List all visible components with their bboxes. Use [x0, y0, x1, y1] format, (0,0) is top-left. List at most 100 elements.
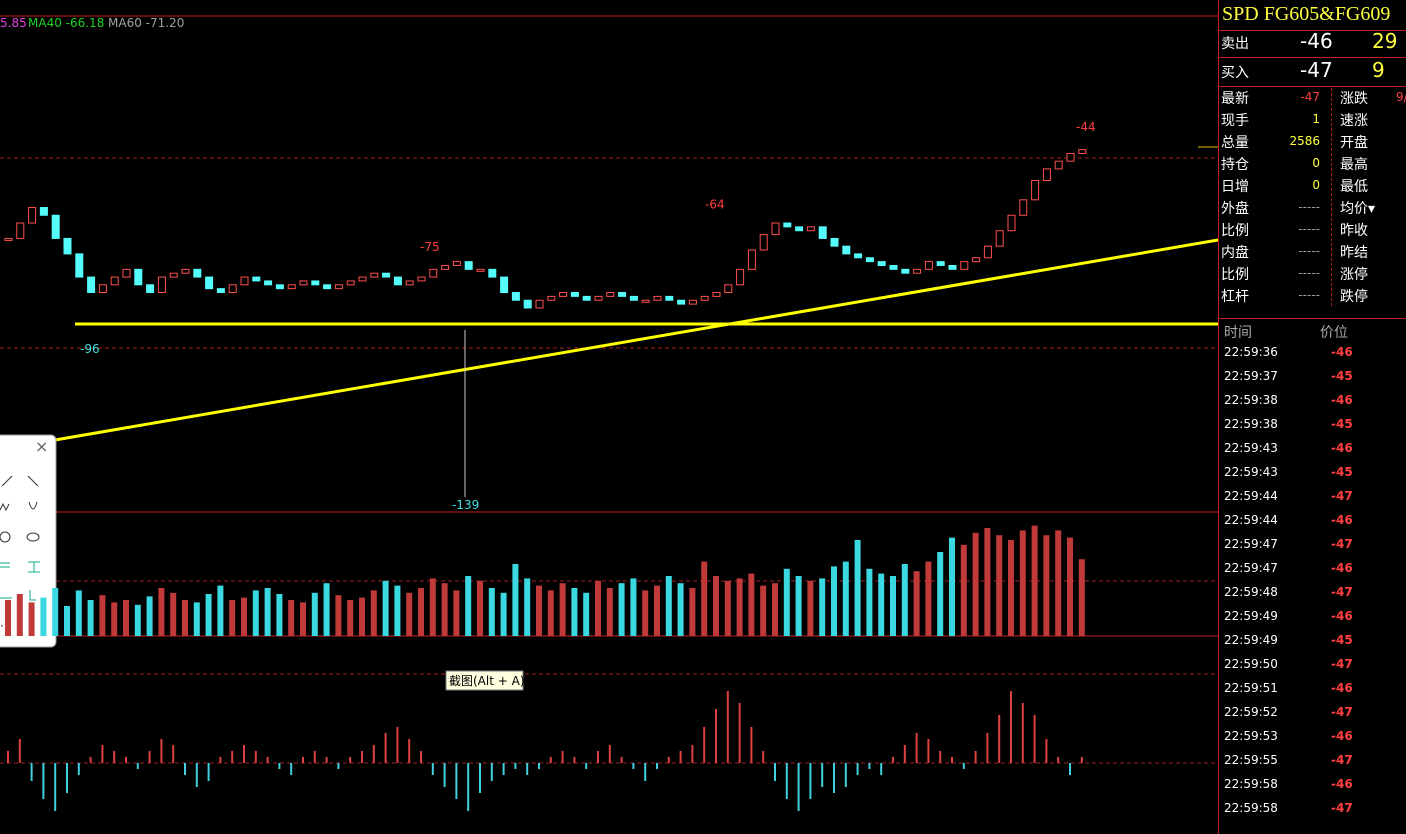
volume-bar: [229, 600, 236, 636]
candle: [98, 284, 107, 294]
tick-time: 22:59:37: [1224, 369, 1278, 383]
candle: [677, 299, 686, 305]
candle: [75, 253, 84, 278]
candle: [51, 214, 60, 239]
candle: [488, 268, 497, 278]
macd-bar: [243, 745, 245, 763]
tick-time: 22:59:48: [1224, 585, 1278, 599]
field-label: 杠杆: [1221, 289, 1249, 305]
candle: [382, 272, 391, 278]
field-value: -----: [1298, 288, 1320, 302]
volume-bar: [795, 576, 802, 636]
macd-bar: [703, 727, 706, 763]
volume-bar: [170, 592, 177, 636]
field-label: 速涨: [1340, 113, 1368, 129]
volume-bar: [28, 602, 35, 636]
candle: [842, 245, 851, 255]
macd-bar: [420, 751, 422, 763]
volume-bar: [323, 583, 330, 636]
macd-bar: [42, 763, 45, 799]
tick-time: 22:59:52: [1224, 705, 1278, 719]
tick-price: -45: [1331, 369, 1353, 383]
field-label: 跌停: [1340, 289, 1368, 305]
candle: [464, 261, 473, 270]
tick-price: -47: [1331, 801, 1353, 815]
field-label: 开盘: [1340, 135, 1368, 151]
macd-bar: [1069, 763, 1071, 775]
volume-bar: [477, 580, 483, 636]
volume-bar: [1043, 535, 1050, 636]
volume-bar: [925, 561, 932, 636]
candle: [724, 284, 733, 294]
macd-bar: [372, 745, 375, 763]
volume-bar: [359, 597, 365, 636]
volume-bar: [1078, 559, 1085, 636]
field-label: 最低: [1340, 179, 1368, 195]
candle: [1031, 179, 1040, 201]
macd-bar: [66, 763, 68, 793]
macd-bar: [1010, 691, 1012, 763]
volume-bar: [500, 592, 507, 636]
macd-bar: [290, 763, 293, 775]
volume-bar: [559, 583, 566, 636]
macd-bar: [903, 745, 906, 763]
candle: [795, 226, 804, 232]
macd-bar: [101, 745, 104, 763]
candle: [783, 222, 792, 228]
close-icon[interactable]: ×: [35, 437, 48, 456]
macd-bar: [113, 751, 116, 763]
field-value: 2586: [1289, 134, 1320, 148]
candle: [275, 284, 284, 290]
volume-bar: [783, 568, 790, 636]
volume-bar: [40, 597, 47, 636]
volume-bar: [418, 588, 424, 636]
candle: [1019, 199, 1028, 216]
volume-bar: [370, 590, 377, 636]
volume-bar: [252, 590, 259, 636]
candle: [4, 237, 13, 241]
tick-price: -45: [1331, 633, 1353, 647]
column-header: 时间: [1224, 325, 1252, 341]
volume-bar: [347, 600, 354, 636]
tick-price: -46: [1331, 729, 1353, 743]
macd-bar: [939, 751, 942, 763]
tool-icons[interactable]: [0, 561, 40, 601]
separator: [1218, 318, 1406, 319]
candle: [653, 295, 662, 301]
candle: [830, 237, 839, 247]
tick-price: -46: [1331, 513, 1353, 527]
tick-price: -46: [1331, 609, 1353, 623]
tick-time: 22:59:36: [1224, 345, 1278, 359]
volume-bar: [429, 578, 436, 636]
macd-bar: [538, 763, 540, 769]
macd-bar: [7, 751, 9, 763]
volume-bar: [193, 602, 200, 636]
macd-bar: [962, 763, 965, 769]
macd-bar: [302, 757, 304, 763]
tick-time: 22:59:47: [1224, 561, 1278, 575]
candle: [87, 276, 96, 294]
volume-bar: [406, 592, 413, 636]
tooltip: 截图(Alt + A): [449, 674, 525, 688]
field-label: 内盘: [1221, 245, 1249, 261]
macd-bar: [325, 757, 328, 763]
tool-icon[interactable]: [0, 531, 11, 543]
field-label: 昨收: [1340, 223, 1368, 239]
candle: [39, 207, 48, 216]
field-value: -----: [1298, 266, 1320, 280]
candle: [287, 284, 296, 290]
volume-bar: [311, 592, 318, 636]
volume-bar: [382, 580, 389, 636]
macd-bar: [207, 763, 210, 781]
candle: [535, 299, 544, 309]
macd-bar: [195, 763, 198, 787]
tool-icon[interactable]: [26, 532, 40, 542]
volume-bar: [99, 595, 106, 636]
field-value: 0: [1312, 156, 1320, 170]
toolbar-box: [0, 434, 57, 648]
volume-bar: [134, 604, 141, 636]
macd-bar: [526, 763, 529, 775]
volume-bar: [890, 576, 896, 636]
candle: [346, 280, 355, 286]
tool-icons[interactable]: [0, 475, 39, 512]
